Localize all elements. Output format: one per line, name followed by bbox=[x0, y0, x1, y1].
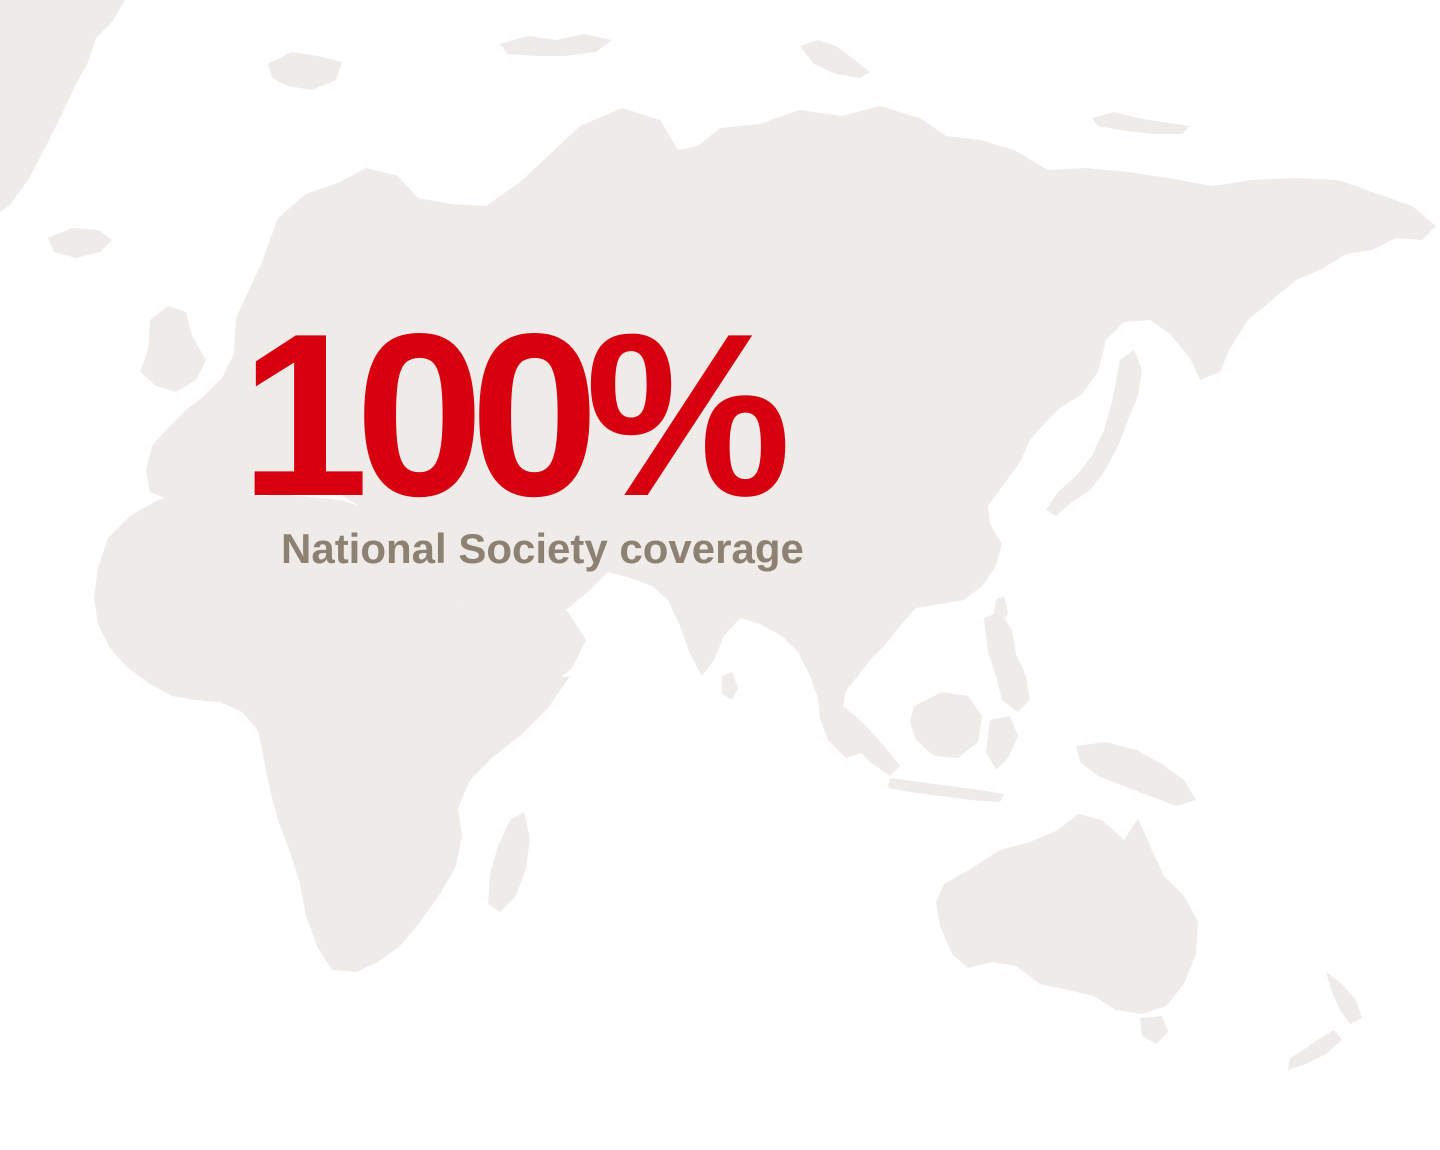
philippines-landmass bbox=[984, 612, 1030, 712]
borneo-landmass bbox=[910, 692, 982, 758]
franz-josef-landmass bbox=[800, 40, 870, 78]
siberian-islands-landmass bbox=[1092, 112, 1190, 134]
arctic-islands-landmass bbox=[500, 34, 612, 56]
svalbard-landmass bbox=[268, 52, 342, 90]
arabia-landmass bbox=[458, 586, 586, 704]
australia-landmass bbox=[936, 814, 1198, 1014]
tasmania-landmass bbox=[1140, 1016, 1168, 1044]
madagascar-landmass bbox=[488, 812, 530, 912]
british-isles-landmass bbox=[140, 306, 206, 392]
java-landmass bbox=[888, 778, 1004, 802]
iceland-landmass bbox=[48, 228, 112, 258]
africa-landmass bbox=[94, 492, 570, 972]
coverage-label: National Society coverage bbox=[281, 525, 804, 572]
sri-lanka-landmass bbox=[722, 672, 738, 700]
new-guinea-landmass bbox=[1076, 742, 1196, 806]
sumatra-landmass bbox=[822, 702, 900, 776]
new-zealand-landmass bbox=[1326, 972, 1362, 1024]
japan-landmass bbox=[1046, 350, 1142, 516]
greenland-landmass bbox=[0, 0, 125, 212]
sulawesi-landmass bbox=[986, 716, 1018, 770]
new-zealand-south-landmass bbox=[1288, 1030, 1342, 1070]
coverage-percentage: 100% bbox=[240, 286, 791, 545]
